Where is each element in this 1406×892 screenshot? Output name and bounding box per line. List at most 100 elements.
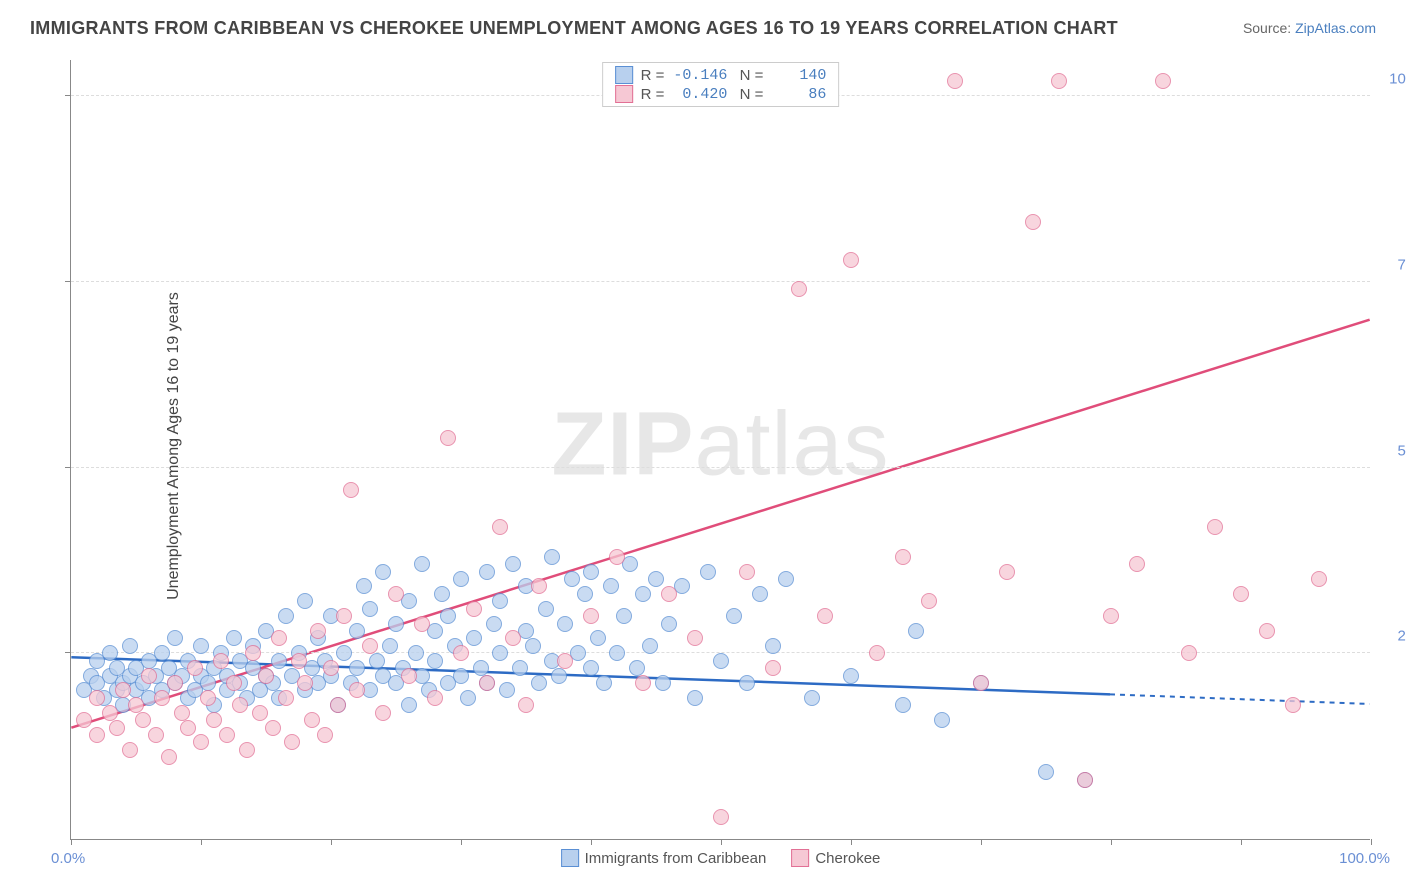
scatter-plot: ZIPatlas R = -0.146 N = 140 R = 0.420 N … [70, 60, 1370, 840]
data-point [317, 727, 333, 743]
data-point [271, 630, 287, 646]
data-point [336, 645, 352, 661]
data-point [687, 630, 703, 646]
data-point [200, 690, 216, 706]
gridline [71, 281, 1370, 282]
data-point [531, 578, 547, 594]
data-point [362, 638, 378, 654]
data-point [791, 281, 807, 297]
data-point [453, 668, 469, 684]
data-point [304, 712, 320, 728]
data-point [1025, 214, 1041, 230]
data-point [258, 668, 274, 684]
data-point [1038, 764, 1054, 780]
data-point [1155, 73, 1171, 89]
data-point [297, 593, 313, 609]
data-point [401, 668, 417, 684]
watermark-light: atlas [694, 394, 889, 494]
data-point [271, 653, 287, 669]
data-point [648, 571, 664, 587]
data-point [187, 660, 203, 676]
data-point [609, 549, 625, 565]
data-point [583, 564, 599, 580]
data-point [895, 549, 911, 565]
data-point [408, 645, 424, 661]
source-link[interactable]: ZipAtlas.com [1295, 20, 1376, 36]
data-point [726, 608, 742, 624]
data-point [661, 586, 677, 602]
data-point [564, 571, 580, 587]
data-point [505, 556, 521, 572]
data-point [226, 630, 242, 646]
data-point [492, 645, 508, 661]
data-point [323, 660, 339, 676]
swatch-cherokee-bottom [791, 849, 809, 867]
y-tick-label: 100.0% [1380, 71, 1406, 88]
x-tick [71, 839, 72, 845]
data-point [492, 519, 508, 535]
source-attribution: Source: ZipAtlas.com [1243, 20, 1376, 36]
data-point [869, 645, 885, 661]
source-label: Source: [1243, 20, 1291, 36]
data-point [499, 682, 515, 698]
data-point [388, 616, 404, 632]
data-point [635, 586, 651, 602]
data-point [453, 645, 469, 661]
data-point [336, 608, 352, 624]
gridline [71, 467, 1370, 468]
data-point [89, 690, 105, 706]
data-point [213, 653, 229, 669]
data-point [414, 556, 430, 572]
data-point [512, 660, 528, 676]
data-point [466, 601, 482, 617]
data-point [466, 630, 482, 646]
data-point [434, 586, 450, 602]
data-point [440, 430, 456, 446]
x-tick [461, 839, 462, 845]
r-label: R = [641, 86, 665, 103]
data-point [934, 712, 950, 728]
correlation-legend: R = -0.146 N = 140 R = 0.420 N = 86 [602, 62, 840, 107]
data-point [128, 697, 144, 713]
data-point [700, 564, 716, 580]
data-point [427, 653, 443, 669]
data-point [161, 749, 177, 765]
x-origin-label: 0.0% [51, 850, 85, 867]
data-point [375, 564, 391, 580]
data-point [661, 616, 677, 632]
data-point [369, 653, 385, 669]
data-point [778, 571, 794, 587]
data-point [947, 73, 963, 89]
legend-label-cherokee: Cherokee [815, 850, 880, 867]
data-point [109, 720, 125, 736]
data-point [226, 675, 242, 691]
data-point [518, 697, 534, 713]
data-point [245, 645, 261, 661]
data-point [232, 697, 248, 713]
data-point [141, 668, 157, 684]
x-tick [851, 839, 852, 845]
data-point [843, 252, 859, 268]
legend-row-cherokee: R = 0.420 N = 86 [615, 85, 827, 103]
data-point [739, 564, 755, 580]
data-point [479, 675, 495, 691]
data-point [401, 697, 417, 713]
x-tick [1111, 839, 1112, 845]
data-point [427, 690, 443, 706]
data-point [525, 638, 541, 654]
data-point [577, 586, 593, 602]
data-point [590, 630, 606, 646]
data-point [382, 638, 398, 654]
data-point [362, 601, 378, 617]
data-point [440, 608, 456, 624]
r-value-cherokee: 0.420 [672, 86, 727, 103]
data-point [908, 623, 924, 639]
data-point [284, 734, 300, 750]
data-point [219, 727, 235, 743]
data-point [765, 638, 781, 654]
legend-item-caribbean: Immigrants from Caribbean [561, 849, 767, 867]
data-point [531, 675, 547, 691]
data-point [765, 660, 781, 676]
data-point [356, 578, 372, 594]
data-point [895, 697, 911, 713]
